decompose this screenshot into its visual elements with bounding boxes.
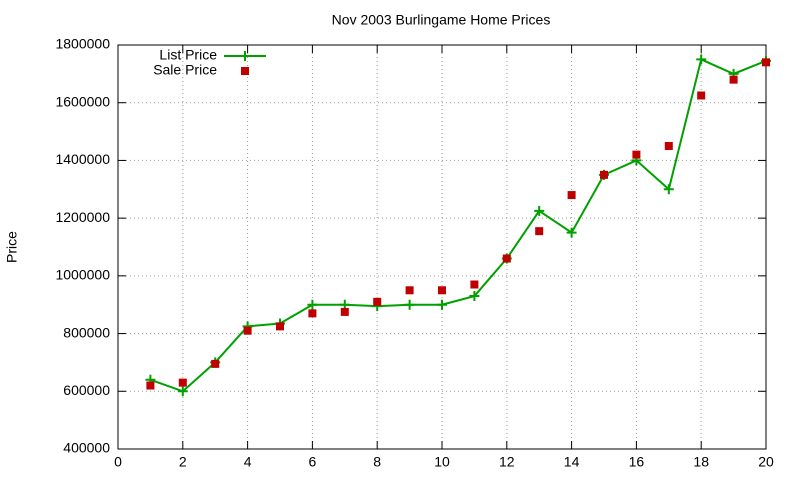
data-point (697, 91, 706, 100)
x-tick-label: 4 (244, 454, 252, 470)
data-point (307, 299, 318, 310)
x-tick-label: 12 (499, 454, 515, 470)
x-tick-label: 16 (629, 454, 645, 470)
data-point (243, 326, 252, 335)
data-point (404, 299, 415, 310)
x-tick-label: 8 (373, 454, 381, 470)
data-point (535, 227, 544, 236)
y-tick-label: 600000 (63, 382, 110, 398)
data-point (405, 286, 414, 295)
data-point (664, 142, 673, 150)
data-point (534, 205, 545, 216)
data-point (146, 381, 155, 390)
data-point (276, 322, 284, 331)
x-tick-label: 6 (309, 454, 317, 470)
data-point (502, 254, 511, 263)
data-point (177, 386, 188, 397)
data-point (632, 150, 641, 159)
data-point (566, 227, 577, 238)
data-point (437, 299, 447, 310)
data-point (729, 75, 738, 84)
data-point (308, 309, 317, 318)
series-line (150, 58, 767, 393)
data-point (567, 191, 576, 200)
x-tick-label: 20 (758, 454, 774, 470)
y-tick-label: 1400000 (55, 151, 110, 167)
data-point (373, 297, 382, 306)
data-point (438, 286, 446, 295)
x-tick-label: 18 (693, 454, 709, 470)
data-point (663, 184, 674, 195)
y-axis-label: Price (4, 231, 20, 263)
plot-border (117, 44, 767, 450)
data-point (762, 58, 770, 67)
chart-title: Nov 2003 Burlingame Home Prices (332, 12, 551, 28)
legend-marker (240, 51, 250, 61)
y-tick-label: 400000 (63, 440, 110, 456)
legend-label: List Price (159, 47, 217, 63)
x-tick-label: 0 (114, 454, 122, 470)
data-point (469, 291, 480, 302)
legend-marker (241, 67, 249, 75)
data-point (211, 359, 220, 368)
y-tick-label: 1200000 (55, 209, 110, 225)
data-point (600, 170, 608, 179)
data-point (470, 280, 479, 289)
x-tick-label: 14 (564, 454, 580, 470)
x-tick-label: 10 (434, 454, 450, 470)
data-point (178, 378, 187, 387)
y-tick-label: 1600000 (55, 93, 110, 109)
x-tick-label: 2 (179, 454, 187, 470)
legend-label: Sale Price (153, 62, 217, 78)
y-tick-label: 1800000 (55, 36, 110, 52)
data-point (340, 307, 349, 316)
data-point (696, 54, 707, 65)
y-tick-label: 1000000 (55, 267, 110, 283)
y-tick-label: 800000 (63, 324, 110, 340)
